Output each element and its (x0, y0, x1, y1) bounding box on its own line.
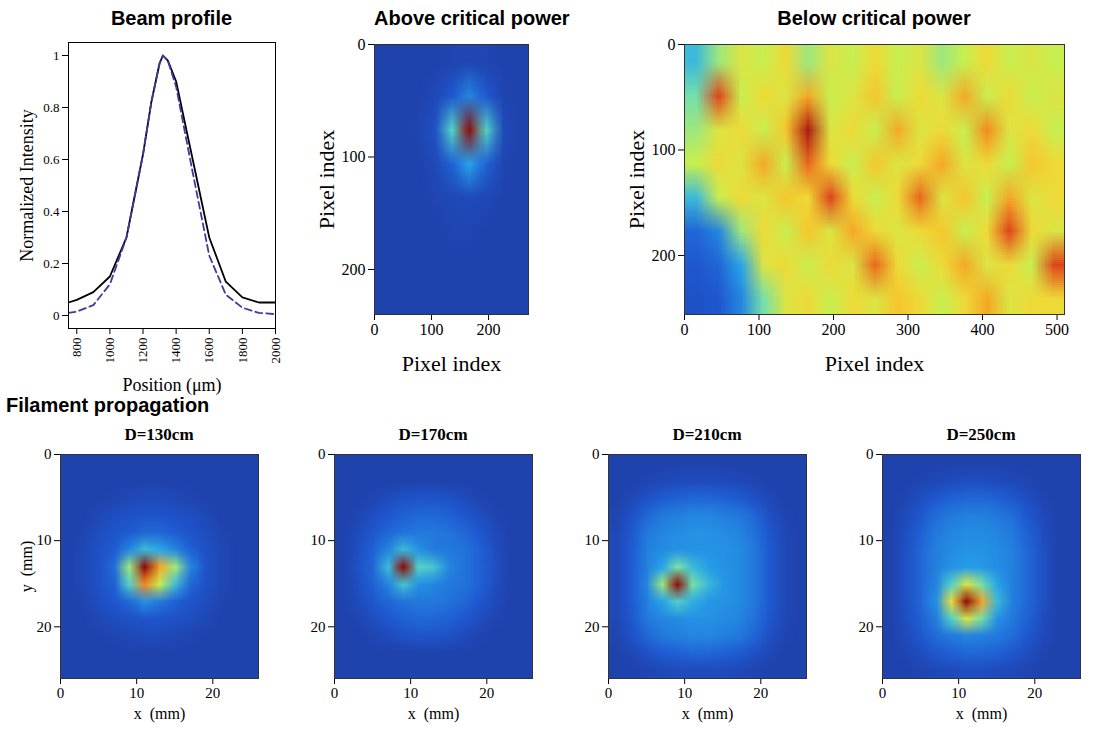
svg-text:0: 0 (866, 446, 874, 462)
html-text:Beam profile: Beam profile (110, 7, 233, 29)
html-text:D=130cm: D=130cm (124, 425, 194, 444)
svg-text:0: 0 (57, 685, 65, 701)
svg-text:0: 0 (318, 446, 326, 462)
svg-text:Pixel index: Pixel index (825, 351, 925, 376)
svg-text:1800: 1800 (235, 338, 250, 364)
svg-text:0.2: 0.2 (43, 256, 59, 271)
svg-text:100: 100 (652, 141, 676, 158)
svg-text:20: 20 (585, 619, 600, 635)
svg-text:10: 10 (129, 685, 144, 701)
svg-text:x (mm): x (mm) (408, 705, 460, 723)
svg-text:10: 10 (677, 685, 692, 701)
svg-text:y (mm): y (mm) (18, 541, 36, 593)
svg-text:Position (μm): Position (μm) (122, 375, 221, 396)
svg-text:Pixel index: Pixel index (624, 130, 649, 230)
svg-text:0: 0 (331, 685, 339, 701)
svg-text:0: 0 (592, 446, 600, 462)
svg-text:x (mm): x (mm) (682, 705, 734, 723)
svg-text:Normalized Intensity: Normalized Intensity (17, 109, 37, 261)
svg-text:0: 0 (605, 685, 613, 701)
svg-text:0: 0 (44, 446, 52, 462)
html-text:Filament propagation: Filament propagation (6, 394, 210, 416)
svg-text:100: 100 (747, 321, 771, 338)
html-text:Above critical power: Above critical power (374, 7, 570, 29)
svg-text:400: 400 (971, 321, 995, 338)
svg-text:20: 20 (859, 619, 874, 635)
svg-text:10: 10 (585, 532, 600, 548)
svg-text:300: 300 (896, 321, 920, 338)
svg-text:0: 0 (371, 321, 379, 338)
svg-text:20: 20 (1027, 685, 1042, 701)
svg-text:Pixel index: Pixel index (402, 351, 502, 376)
svg-text:10: 10 (311, 532, 326, 548)
svg-text:200: 200 (477, 321, 501, 338)
svg-text:500: 500 (1045, 321, 1069, 338)
svg-text:20: 20 (753, 685, 768, 701)
svg-text:1600: 1600 (201, 338, 216, 364)
svg-text:0: 0 (668, 36, 676, 53)
svg-text:20: 20 (37, 619, 52, 635)
svg-text:0: 0 (53, 308, 60, 323)
svg-text:200: 200 (652, 247, 676, 264)
svg-text:20: 20 (311, 619, 326, 635)
svg-text:10: 10 (859, 532, 874, 548)
svg-text:0: 0 (358, 36, 366, 53)
svg-text:0.4: 0.4 (43, 204, 60, 219)
svg-text:0.8: 0.8 (43, 100, 59, 115)
svg-text:1: 1 (53, 48, 60, 63)
svg-text:x (mm): x (mm) (956, 705, 1008, 723)
svg-text:0: 0 (879, 685, 887, 701)
svg-text:1200: 1200 (135, 338, 150, 364)
svg-text:0.6: 0.6 (43, 152, 60, 167)
svg-text:200: 200 (342, 261, 366, 278)
svg-text:20: 20 (205, 685, 220, 701)
svg-text:Pixel index: Pixel index (314, 130, 339, 230)
svg-text:20: 20 (479, 685, 494, 701)
html-text:D=170cm: D=170cm (398, 425, 468, 444)
svg-text:800: 800 (69, 338, 84, 358)
svg-text:10: 10 (37, 532, 52, 548)
svg-text:1000: 1000 (102, 338, 117, 364)
svg-text:x (mm): x (mm) (134, 705, 186, 723)
svg-text:2000: 2000 (268, 338, 283, 364)
html-text:D=250cm: D=250cm (946, 425, 1016, 444)
svg-text:10: 10 (951, 685, 966, 701)
svg-text:200: 200 (822, 321, 846, 338)
svg-text:0: 0 (681, 321, 689, 338)
svg-text:10: 10 (403, 685, 418, 701)
svg-text:100: 100 (342, 148, 366, 165)
svg-text:1400: 1400 (168, 338, 183, 364)
svg-text:100: 100 (420, 321, 444, 338)
html-text:D=210cm: D=210cm (672, 425, 742, 444)
html-text:Below critical power: Below critical power (777, 7, 971, 29)
